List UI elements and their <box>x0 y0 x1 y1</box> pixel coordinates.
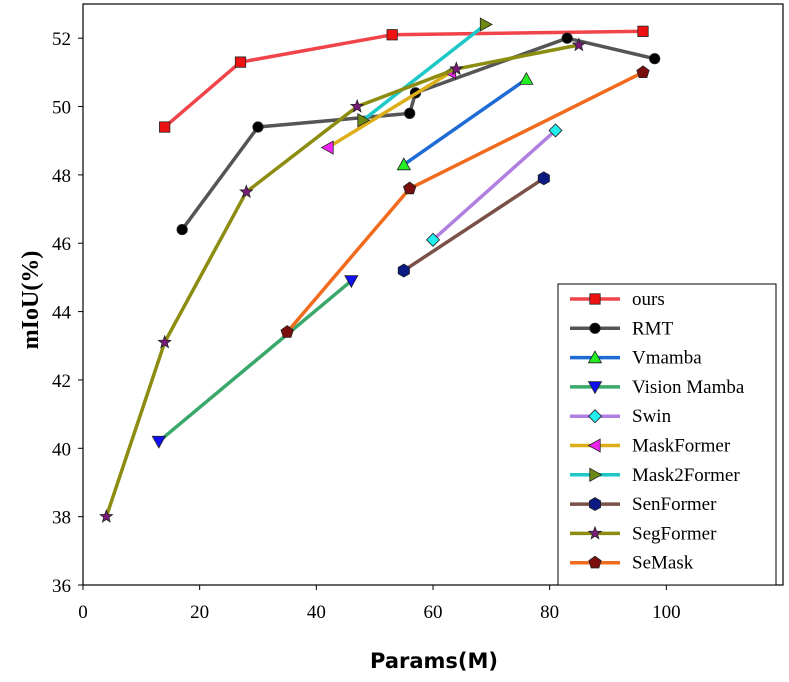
data-point <box>349 98 365 113</box>
legend-entry: SegFormer <box>570 523 717 544</box>
series-segformer <box>99 37 587 523</box>
data-point <box>649 53 661 65</box>
legend: ours RMT Vmamba Vision Mamba Swin MaskFormer M… <box>557 283 777 586</box>
data-point <box>449 61 464 76</box>
legend-label: Mask2Former <box>632 465 740 486</box>
y-tick-label: 50 <box>52 98 71 119</box>
legend-marker <box>587 409 603 424</box>
data-point <box>252 121 264 133</box>
y-tick-label: 40 <box>52 439 71 460</box>
data-point <box>561 32 573 44</box>
series-layer <box>99 17 661 523</box>
data-point <box>637 25 649 37</box>
y-axis-title: mIoU(%) <box>18 251 44 350</box>
data-point <box>519 71 534 85</box>
legend-label: SeMask <box>632 553 694 574</box>
data-point <box>320 140 334 155</box>
data-point <box>479 17 493 32</box>
legend-label: ours <box>632 289 665 310</box>
series-line <box>402 77 528 167</box>
legend-marker <box>587 525 603 540</box>
x-tick-label: 100 <box>652 602 681 623</box>
x-tick-label: 80 <box>540 602 559 623</box>
data-point <box>403 181 417 195</box>
series-line <box>431 129 557 242</box>
series-ours <box>159 25 649 133</box>
series-vmamba <box>396 71 534 171</box>
legend-marker <box>588 555 602 569</box>
data-point <box>571 37 587 52</box>
legend-marker <box>587 381 603 395</box>
legend-label: Vmamba <box>632 348 702 369</box>
y-tick-label: 38 <box>52 508 71 529</box>
data-point <box>548 123 563 138</box>
x-axis-title: Params(M) <box>370 649 498 673</box>
data-point <box>176 223 188 236</box>
legend-entry: Vision Mamba <box>570 377 745 398</box>
y-tick-label: 48 <box>52 166 71 187</box>
legend-entry: Vmamba <box>570 348 702 369</box>
legend-marker <box>589 467 603 482</box>
series-line <box>180 36 656 231</box>
legend-marker <box>589 322 601 334</box>
y-tick-label: 36 <box>52 576 71 597</box>
legend-marker <box>587 438 601 453</box>
series-swin <box>425 123 563 247</box>
series-line <box>402 176 545 273</box>
legend-entry: Swin <box>570 406 672 427</box>
data-point <box>344 275 359 289</box>
data-point <box>280 325 294 338</box>
legend-entry: ours <box>570 289 665 310</box>
legend-label: RMT <box>632 318 674 339</box>
series-line <box>104 43 580 518</box>
legend-marker <box>587 350 603 364</box>
legend-label: MaskFormer <box>632 436 731 457</box>
series-senformer <box>397 171 550 278</box>
legend-entry: SeMask <box>570 553 694 574</box>
data-point <box>396 157 412 171</box>
data-point <box>157 334 172 349</box>
legend-entry: RMT <box>570 318 674 339</box>
x-tick-label: 0 <box>78 602 88 623</box>
legend-entry: SenFormer <box>570 494 717 515</box>
legend-entry: Mask2Former <box>570 465 740 486</box>
series-line <box>163 29 644 129</box>
data-point <box>404 107 416 119</box>
legend-label: SenFormer <box>632 494 717 515</box>
legend-entry: MaskFormer <box>570 436 731 457</box>
data-point <box>159 121 171 133</box>
data-point <box>99 509 114 523</box>
data-point <box>239 184 254 199</box>
data-point <box>151 435 167 449</box>
legend-marker <box>588 497 602 512</box>
data-point <box>397 263 410 278</box>
data-point <box>386 29 398 41</box>
y-tick-label: 46 <box>52 234 71 255</box>
series-line <box>361 23 487 122</box>
x-tick-label: 20 <box>190 602 209 623</box>
data-point <box>234 56 247 68</box>
series-rmt <box>176 32 661 236</box>
legend-label: SegFormer <box>632 523 717 544</box>
x-tick-label: 40 <box>307 602 326 623</box>
legend-label: Vision Mamba <box>632 377 745 398</box>
data-point <box>636 65 650 79</box>
x-tick-label: 60 <box>424 602 443 623</box>
y-tick-label: 42 <box>52 371 71 392</box>
data-point <box>537 171 550 186</box>
y-tick-label: 44 <box>52 303 72 324</box>
data-point <box>357 113 371 128</box>
data-point <box>425 232 441 247</box>
series-vision-mamba <box>151 275 359 449</box>
legend-label: Swin <box>632 406 672 427</box>
series-mask2former <box>357 17 493 128</box>
series-semask <box>280 65 650 338</box>
legend-marker <box>589 293 601 305</box>
y-tick-label: 52 <box>52 29 71 50</box>
series-line <box>157 279 353 443</box>
series-line <box>327 70 452 150</box>
